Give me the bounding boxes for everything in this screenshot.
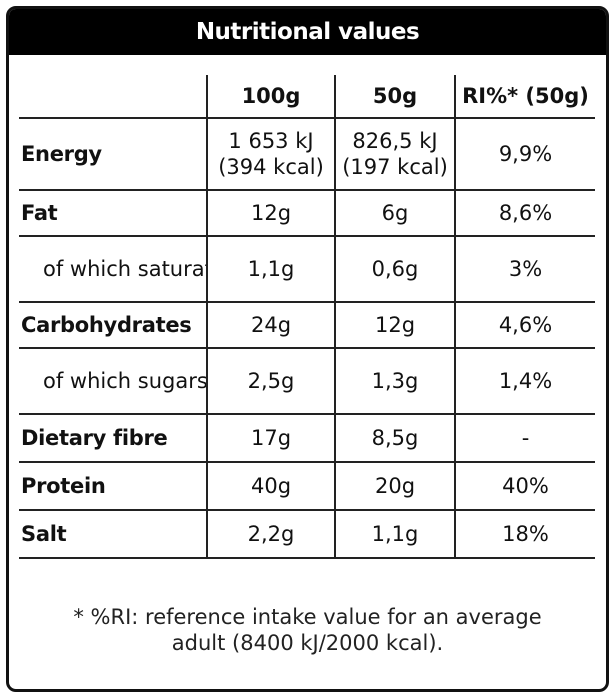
header-ri: RI%* (50g): [454, 75, 595, 119]
cell-fibre-100g: 17g: [206, 414, 335, 463]
row-label-salt: Salt: [19, 510, 207, 559]
energy-100g-kj: 1 653 kJ: [228, 129, 314, 153]
cell-carbs-100g: 24g: [206, 302, 335, 349]
cell-protein-ri: 40%: [454, 462, 595, 511]
energy-100g-kcal: (394 kcal): [218, 155, 324, 179]
nutrition-table: 100g 50g RI%* (50g) Energy 1 653 kJ (394…: [19, 75, 595, 559]
cell-fibre-50g: 8,5g: [334, 414, 455, 463]
cell-energy-50g: 826,5 kJ (197 kcal): [334, 118, 455, 191]
footnote: * %RI: reference intake value for an ave…: [9, 604, 606, 656]
cell-saturated-100g: 1,1g: [206, 236, 335, 303]
energy-50g-kcal: (197 kcal): [342, 155, 448, 179]
cell-saturated-50g: 0,6g: [334, 236, 455, 303]
cell-fat-50g: 6g: [334, 190, 455, 237]
energy-50g-kj: 826,5 kJ: [352, 129, 438, 153]
table-title: Nutritional values: [9, 9, 606, 55]
cell-protein-50g: 20g: [334, 462, 455, 511]
header-row: 100g 50g RI%* (50g): [19, 75, 595, 119]
cell-fibre-ri: -: [454, 414, 595, 463]
table-row: of which sugars 2,5g 1,3g 1,4%: [19, 348, 595, 415]
table-row: Fat 12g 6g 8,6%: [19, 190, 595, 237]
cell-fat-ri: 8,6%: [454, 190, 595, 237]
cell-sugars-50g: 1,3g: [334, 348, 455, 415]
row-label-saturated-fat: of which saturated fat: [19, 236, 207, 303]
nutrition-label: Nutritional values 100g 50g RI%* (50g) E…: [6, 6, 609, 692]
cell-salt-100g: 2,2g: [206, 510, 335, 559]
table-row: Dietary fibre 17g 8,5g -: [19, 414, 595, 463]
table-row: Protein 40g 20g 40%: [19, 462, 595, 511]
table-row: Carbohydrates 24g 12g 4,6%: [19, 302, 595, 349]
cell-sugars-ri: 1,4%: [454, 348, 595, 415]
cell-energy-100g: 1 653 kJ (394 kcal): [206, 118, 335, 191]
cell-carbs-ri: 4,6%: [454, 302, 595, 349]
cell-energy-ri: 9,9%: [454, 118, 595, 191]
table-row: Energy 1 653 kJ (394 kcal) 826,5 kJ (197…: [19, 118, 595, 191]
header-blank: [19, 75, 207, 119]
header-100g: 100g: [206, 75, 335, 119]
row-label-energy: Energy: [19, 118, 207, 191]
cell-fat-100g: 12g: [206, 190, 335, 237]
footnote-line-2: adult (8400 kJ/2000 kcal).: [171, 631, 444, 655]
cell-saturated-ri: 3%: [454, 236, 595, 303]
row-label-sugars: of which sugars: [19, 348, 207, 415]
cell-salt-ri: 18%: [454, 510, 595, 559]
row-label-protein: Protein: [19, 462, 207, 511]
cell-salt-50g: 1,1g: [334, 510, 455, 559]
table-row: of which saturated fat 1,1g 0,6g 3%: [19, 236, 595, 303]
header-50g: 50g: [334, 75, 455, 119]
cell-carbs-50g: 12g: [334, 302, 455, 349]
footnote-line-1: * %RI: reference intake value for an ave…: [73, 605, 542, 629]
cell-sugars-100g: 2,5g: [206, 348, 335, 415]
row-label-dietary-fibre: Dietary fibre: [19, 414, 207, 463]
row-label-fat: Fat: [19, 190, 207, 237]
row-label-carbohydrates: Carbohydrates: [19, 302, 207, 349]
cell-protein-100g: 40g: [206, 462, 335, 511]
table-row: Salt 2,2g 1,1g 18%: [19, 510, 595, 559]
